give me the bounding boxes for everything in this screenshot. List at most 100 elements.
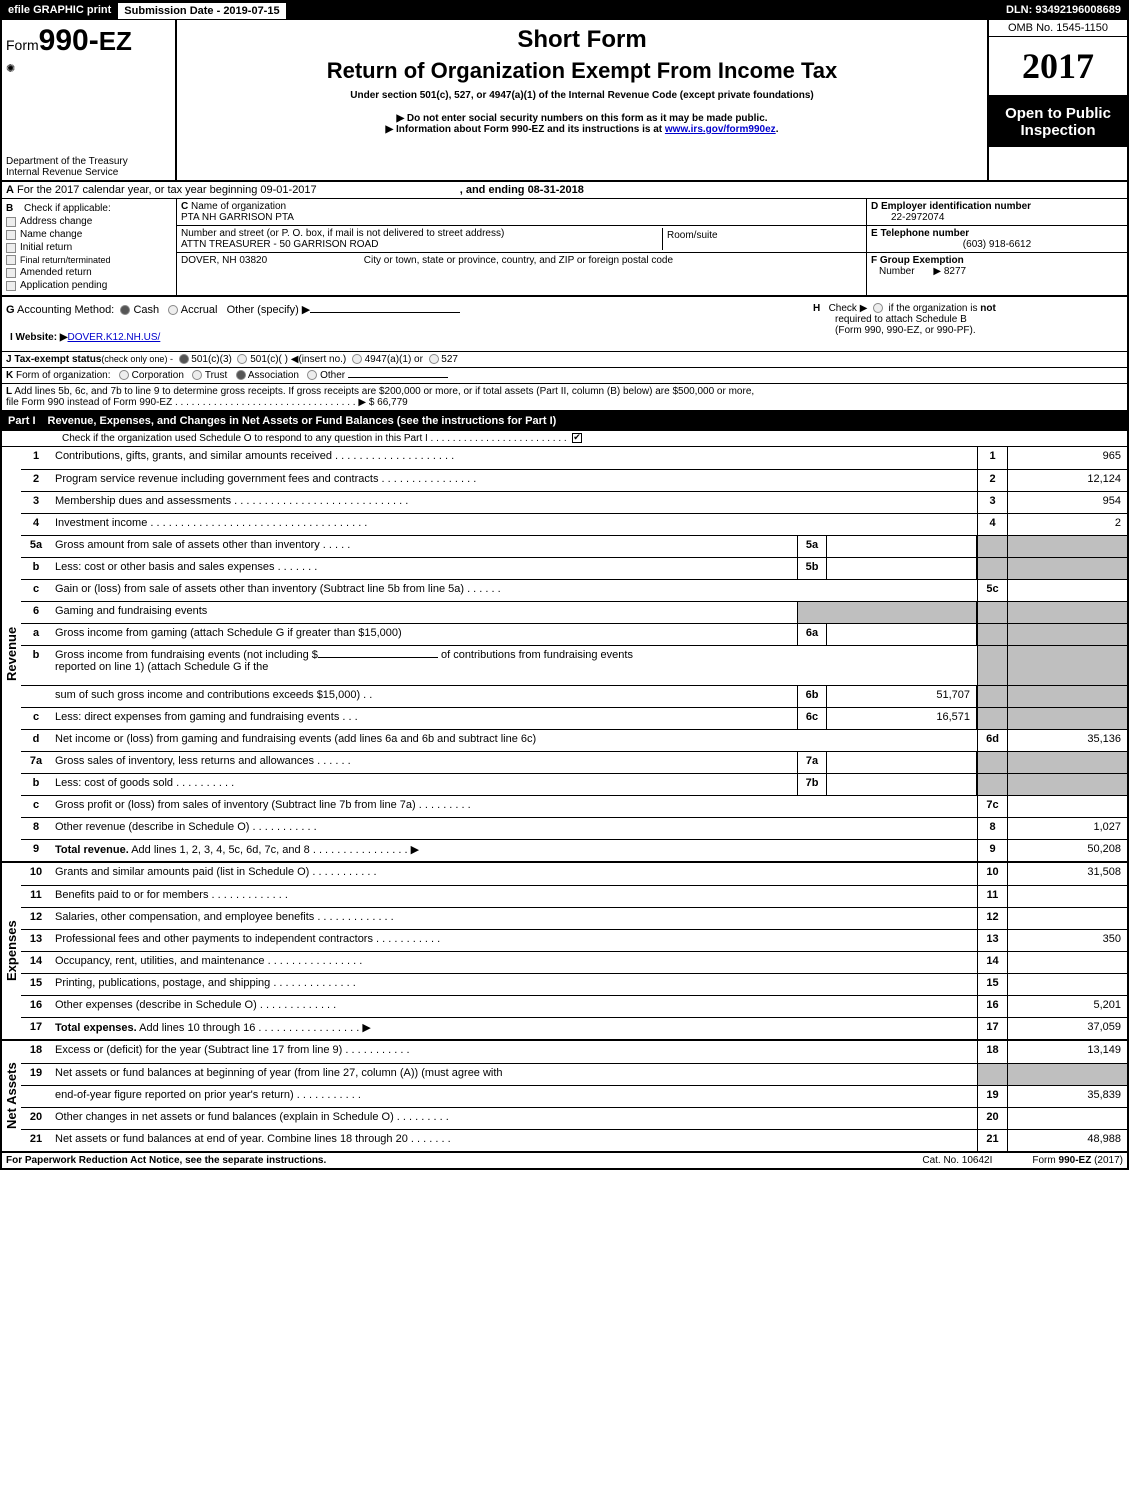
radio-other[interactable]	[307, 370, 317, 380]
h-text3: required to attach Schedule B	[835, 314, 967, 325]
radio-trust[interactable]	[192, 370, 202, 380]
ln-desc: Salaries, other compensation, and employ…	[51, 908, 977, 929]
c-addr-box: Number and street (or P. O. box, if mail…	[177, 226, 866, 253]
rt-val	[1007, 580, 1127, 601]
rt-num: 4	[977, 514, 1007, 535]
line-a: A For the 2017 calendar year, or tax yea…	[2, 180, 1127, 198]
opt-final-return[interactable]: Final return/terminated	[6, 255, 172, 265]
dept1: Department of the Treasury	[6, 156, 128, 167]
i-website: I Website: ▶DOVER.K12.NH.US/	[6, 330, 813, 345]
opt-label: Final return/terminated	[20, 255, 111, 265]
open2: Inspection	[993, 122, 1123, 139]
rt-val-shaded	[1007, 1064, 1127, 1085]
line-6b-bottom: sum of such gross income and contributio…	[21, 685, 1127, 707]
opt-initial-return[interactable]: Initial return	[6, 242, 172, 253]
l-row: L Add lines 5b, 6c, and 7b to line 9 to …	[2, 383, 1127, 410]
ln-desc: sum of such gross income and contributio…	[51, 686, 797, 707]
line-16: 16 Other expenses (describe in Schedule …	[21, 995, 1127, 1017]
ln-desc: Total expenses. Add lines 10 through 16 …	[51, 1018, 977, 1039]
ln-num: 19	[21, 1064, 51, 1085]
opt-label: Initial return	[20, 242, 72, 253]
line-13: 13 Professional fees and other payments …	[21, 929, 1127, 951]
website-link[interactable]: DOVER.K12.NH.US/	[68, 332, 161, 343]
k-label: K	[6, 370, 13, 381]
mid-val-shaded	[827, 602, 977, 623]
line-18: 18 Excess or (deficit) for the year (Sub…	[21, 1041, 1127, 1063]
cash-label: Cash	[133, 304, 159, 316]
checkbox-icon	[6, 255, 16, 265]
ln-num: 20	[21, 1108, 51, 1129]
h-not: not	[980, 303, 996, 314]
netassets-rows: 18 Excess or (deficit) for the year (Sub…	[21, 1041, 1127, 1151]
ln-num: 8	[21, 818, 51, 839]
opt-name-change[interactable]: Name change	[6, 229, 172, 240]
radio-accrual[interactable]	[168, 305, 178, 315]
radio-4947[interactable]	[352, 354, 362, 364]
rt-num: 13	[977, 930, 1007, 951]
section-b: B Check if applicable: Address change Na…	[2, 199, 177, 295]
line-7b: b Less: cost of goods sold . . . . . . .…	[21, 773, 1127, 795]
radio-cash[interactable]	[120, 305, 130, 315]
ln-desc: Total revenue. Add lines 1, 2, 3, 4, 5c,…	[51, 840, 977, 861]
e-label: E Telephone number	[871, 228, 969, 239]
opt-label: Amended return	[20, 267, 92, 278]
opt-amended-return[interactable]: Amended return	[6, 267, 172, 278]
k-other-blank[interactable]	[348, 377, 448, 378]
ln-desc: Net assets or fund balances at beginning…	[51, 1064, 977, 1085]
other-label: Other (specify) ▶	[227, 304, 311, 316]
line-2: 2 Program service revenue including gove…	[21, 469, 1127, 491]
rt-val	[1007, 886, 1127, 907]
top-bar: efile GRAPHIC print Submission Date - 20…	[2, 2, 1127, 20]
c-label: C	[181, 201, 188, 212]
j-opt1: 501(c)( ) ◀(insert no.)	[250, 354, 346, 365]
rt-num-shaded	[977, 708, 1007, 729]
radio-assoc[interactable]	[236, 370, 246, 380]
part1-checkbox[interactable]	[572, 433, 582, 443]
radio-527[interactable]	[429, 354, 439, 364]
line-9: 9 Total revenue. Add lines 1, 2, 3, 4, 5…	[21, 839, 1127, 861]
line-4: 4 Investment income . . . . . . . . . . …	[21, 513, 1127, 535]
ln-desc: Gross profit or (loss) from sales of inv…	[51, 796, 977, 817]
ln-desc: Less: cost of goods sold . . . . . . . .…	[51, 774, 797, 795]
rt-val	[1007, 796, 1127, 817]
rt-val	[1007, 974, 1127, 995]
opt-label: Name change	[20, 229, 82, 240]
c-name-val: PTA NH GARRISON PTA	[181, 212, 294, 223]
irs-link[interactable]: www.irs.gov/form990ez	[665, 124, 776, 135]
l6b-blank[interactable]	[318, 657, 438, 658]
ln-desc: Gross amount from sale of assets other t…	[51, 536, 797, 557]
open-to-public: Open to Public Inspection	[989, 97, 1127, 147]
line-15: 15 Printing, publications, postage, and …	[21, 973, 1127, 995]
radio-corp[interactable]	[119, 370, 129, 380]
short-form-title: Short Form	[183, 26, 981, 54]
rt-val-shaded	[1007, 708, 1127, 729]
rt-val: 35,136	[1007, 730, 1127, 751]
ln-num-blank	[21, 686, 51, 707]
ln-desc: Program service revenue including govern…	[51, 470, 977, 491]
opt-label: Application pending	[20, 280, 107, 291]
l6b-d1: Gross income from fundraising events (no…	[55, 649, 318, 661]
c-name-box: C Name of organization PTA NH GARRISON P…	[177, 199, 866, 226]
opt-address-change[interactable]: Address change	[6, 216, 172, 227]
other-blank[interactable]	[310, 312, 460, 313]
notice2: ▶ Information about Form 990-EZ and its …	[183, 124, 981, 135]
submission-date: Submission Date - 2019-07-15	[117, 2, 286, 20]
opt-application-pending[interactable]: Application pending	[6, 280, 172, 291]
part1-header: Part I Revenue, Expenses, and Changes in…	[2, 410, 1127, 430]
rt-num: 11	[977, 886, 1007, 907]
ln-num: 18	[21, 1041, 51, 1063]
line-12: 12 Salaries, other compensation, and emp…	[21, 907, 1127, 929]
ln-num: 7a	[21, 752, 51, 773]
ln-desc: Investment income . . . . . . . . . . . …	[51, 514, 977, 535]
l6b-d2: of contributions from fundraising events	[441, 649, 633, 661]
l6b-d3: reported on line 1) (attach Schedule G i…	[55, 661, 268, 673]
l-text2: file Form 990 instead of Form 990-EZ . .…	[6, 397, 356, 408]
rt-val-shaded	[1007, 536, 1127, 557]
rt-num: 15	[977, 974, 1007, 995]
radio-501c[interactable]	[237, 354, 247, 364]
rt-num: 20	[977, 1108, 1007, 1129]
radio-501c3[interactable]	[179, 354, 189, 364]
netassets-section: Net Assets 18 Excess or (deficit) for th…	[2, 1039, 1127, 1151]
h-checkbox[interactable]	[873, 303, 883, 313]
rt-val: 35,839	[1007, 1086, 1127, 1107]
